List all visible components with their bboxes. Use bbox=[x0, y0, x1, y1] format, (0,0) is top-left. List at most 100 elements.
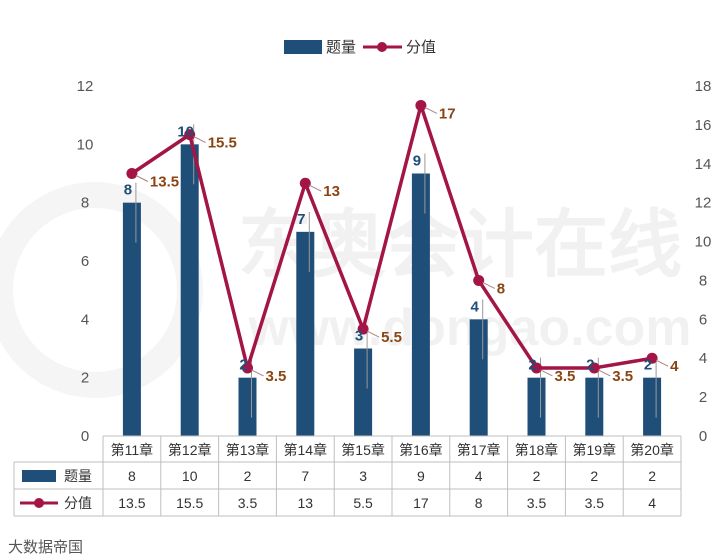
y-left-tick: 6 bbox=[81, 253, 89, 270]
table-bar-header: 题量 bbox=[64, 468, 92, 484]
table-line-value: 8 bbox=[475, 495, 483, 511]
table-line-value: 15.5 bbox=[176, 495, 203, 511]
score-line bbox=[130, 103, 653, 370]
bar bbox=[411, 173, 430, 436]
score-label-leader bbox=[251, 369, 264, 377]
score-value-label: 4 bbox=[670, 358, 679, 375]
score-label-leader bbox=[135, 175, 149, 182]
x-category-label: 第11章 bbox=[111, 442, 154, 458]
bar-value-label: 2 bbox=[586, 357, 594, 374]
score-point bbox=[588, 362, 600, 374]
table-line-value: 3.5 bbox=[527, 495, 547, 511]
bar-value-label: 2 bbox=[528, 357, 536, 374]
score-value-label: 3.5 bbox=[555, 368, 576, 385]
score-point bbox=[357, 323, 369, 335]
y-right-tick: 6 bbox=[699, 311, 707, 328]
score-value-label: 13.5 bbox=[150, 174, 179, 191]
table-bar-swatch bbox=[22, 470, 56, 482]
bar bbox=[238, 377, 257, 436]
x-category-label: 第18章 bbox=[515, 442, 559, 458]
y-right-tick: 2 bbox=[699, 389, 707, 406]
bar bbox=[180, 144, 199, 437]
bar bbox=[122, 202, 141, 436]
y-right-tick: 16 bbox=[695, 117, 712, 134]
score-label-leader bbox=[193, 136, 206, 144]
bar bbox=[527, 377, 546, 436]
table-line-value: 5.5 bbox=[353, 495, 373, 511]
table-bar-value: 10 bbox=[182, 468, 198, 484]
score-point bbox=[415, 99, 427, 111]
score-value-label: 5.5 bbox=[381, 329, 402, 346]
legend-line-label: 分值 bbox=[406, 39, 436, 56]
table-bar-value: 2 bbox=[590, 468, 598, 484]
bar bbox=[354, 348, 373, 436]
bar-value-label: 2 bbox=[644, 357, 652, 374]
bar bbox=[296, 231, 315, 436]
score-value-label: 8 bbox=[497, 280, 505, 297]
bar-value-label: 8 bbox=[124, 182, 132, 199]
score-point bbox=[242, 362, 253, 374]
x-category-label: 第20章 bbox=[630, 442, 674, 458]
y-right-tick: 10 bbox=[695, 234, 712, 251]
x-category-label: 第13章 bbox=[226, 442, 270, 458]
legend-bar-label: 题量 bbox=[326, 39, 356, 56]
bar bbox=[469, 319, 488, 436]
bar-value-label: 7 bbox=[297, 211, 305, 228]
x-category-label: 第17章 bbox=[457, 442, 501, 458]
y-left-tick: 8 bbox=[81, 195, 89, 212]
table-line-value: 17 bbox=[413, 495, 429, 511]
bar bbox=[643, 377, 662, 436]
x-category-label: 第15章 bbox=[341, 442, 385, 458]
table-line-marker bbox=[34, 498, 44, 508]
score-value-label: 15.5 bbox=[208, 135, 237, 152]
bar-value-label: 4 bbox=[471, 298, 480, 315]
x-category-label: 第16章 bbox=[399, 442, 443, 458]
y-left-tick: 4 bbox=[81, 311, 89, 328]
table-line-value: 3.5 bbox=[238, 495, 258, 511]
table-bar-value: 2 bbox=[244, 468, 252, 484]
y-right-tick: 18 bbox=[695, 78, 712, 95]
table-bar-value: 2 bbox=[533, 468, 541, 484]
bar bbox=[585, 377, 604, 436]
x-category-label: 第14章 bbox=[284, 442, 328, 458]
score-point bbox=[473, 274, 485, 286]
corner-badge: 大数据帝国 bbox=[8, 539, 83, 556]
score-value-label: 3.5 bbox=[612, 368, 633, 385]
score-label-leader bbox=[424, 106, 438, 114]
score-label-leader bbox=[655, 359, 669, 367]
score-value-label: 3.5 bbox=[266, 368, 287, 385]
score-point bbox=[126, 168, 138, 179]
score-value-label: 17 bbox=[439, 105, 456, 122]
score-label-leader bbox=[598, 369, 611, 377]
score-point bbox=[184, 129, 196, 141]
score-label-leader bbox=[309, 184, 322, 192]
table-line-value: 4 bbox=[648, 495, 656, 511]
score-value-label: 13 bbox=[323, 183, 340, 200]
bar-value-label: 3 bbox=[355, 328, 363, 345]
legend-line-marker bbox=[377, 42, 387, 52]
score-label-leader bbox=[366, 330, 380, 338]
table-bar-value: 8 bbox=[128, 468, 136, 484]
score-label-leader bbox=[540, 369, 553, 377]
watermark-en: www.dongao.com bbox=[248, 299, 692, 357]
y-right-tick: 14 bbox=[695, 156, 712, 173]
table-bar-value: 3 bbox=[359, 468, 367, 484]
table-bar-value: 4 bbox=[475, 468, 483, 484]
table-line-value: 13 bbox=[298, 495, 314, 511]
y-left-tick: 0 bbox=[81, 428, 89, 445]
score-point bbox=[299, 177, 311, 189]
table-line-header: 分值 bbox=[64, 495, 92, 511]
x-category-label: 第19章 bbox=[573, 442, 617, 458]
table-bar-value: 9 bbox=[417, 468, 425, 484]
y-right-tick: 0 bbox=[699, 428, 707, 445]
y-right-tick: 12 bbox=[695, 195, 712, 212]
y-left-tick: 10 bbox=[77, 136, 94, 153]
score-point bbox=[646, 352, 658, 364]
bar-value-label: 10 bbox=[177, 123, 194, 140]
watermark-ring bbox=[0, 182, 203, 398]
table-line-value: 3.5 bbox=[585, 495, 605, 511]
score-label-leader bbox=[482, 281, 495, 289]
table-bar-value: 7 bbox=[301, 468, 309, 484]
